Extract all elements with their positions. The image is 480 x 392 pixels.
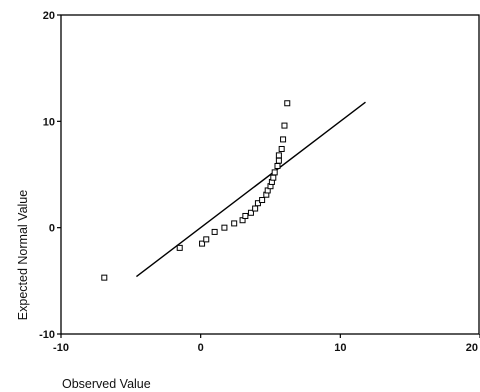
x-tick-label: 10: [334, 342, 346, 354]
data-point: [284, 100, 291, 107]
data-point: [254, 200, 261, 207]
data-point: [231, 220, 238, 227]
data-point: [211, 228, 218, 235]
data-point: [270, 174, 277, 181]
data-point: [271, 169, 278, 176]
data-point: [274, 162, 281, 169]
data-point: [275, 157, 282, 164]
data-point: [275, 152, 282, 159]
reference-line: [135, 101, 366, 278]
data-point: [281, 122, 288, 129]
y-tick-label: 10: [43, 116, 55, 128]
data-point: [280, 136, 287, 143]
data-point: [203, 236, 210, 243]
data-point: [101, 274, 108, 281]
plot-frame: [60, 14, 480, 335]
y-tick-label: 0: [49, 223, 55, 235]
data-point: [259, 197, 266, 204]
data-point: [221, 224, 228, 231]
x-tick-label: -10: [53, 342, 69, 354]
y-tick-label: 20: [43, 10, 55, 22]
x-tick-label: 0: [198, 342, 204, 354]
data-point: [278, 145, 285, 152]
y-tick-label: -10: [39, 329, 55, 341]
data-point: [247, 209, 254, 216]
x-tick-label: 20: [466, 342, 478, 354]
points-layer: [101, 100, 291, 281]
x-axis-title: Observed Value: [62, 377, 151, 391]
data-point: [199, 240, 206, 247]
data-point: [252, 205, 259, 212]
data-point: [242, 212, 249, 219]
ticks-layer: -10 0 10 20 -10 0 10 20: [39, 10, 480, 354]
y-axis-title: Expected Normal Value: [16, 190, 30, 320]
data-point: [176, 244, 183, 251]
